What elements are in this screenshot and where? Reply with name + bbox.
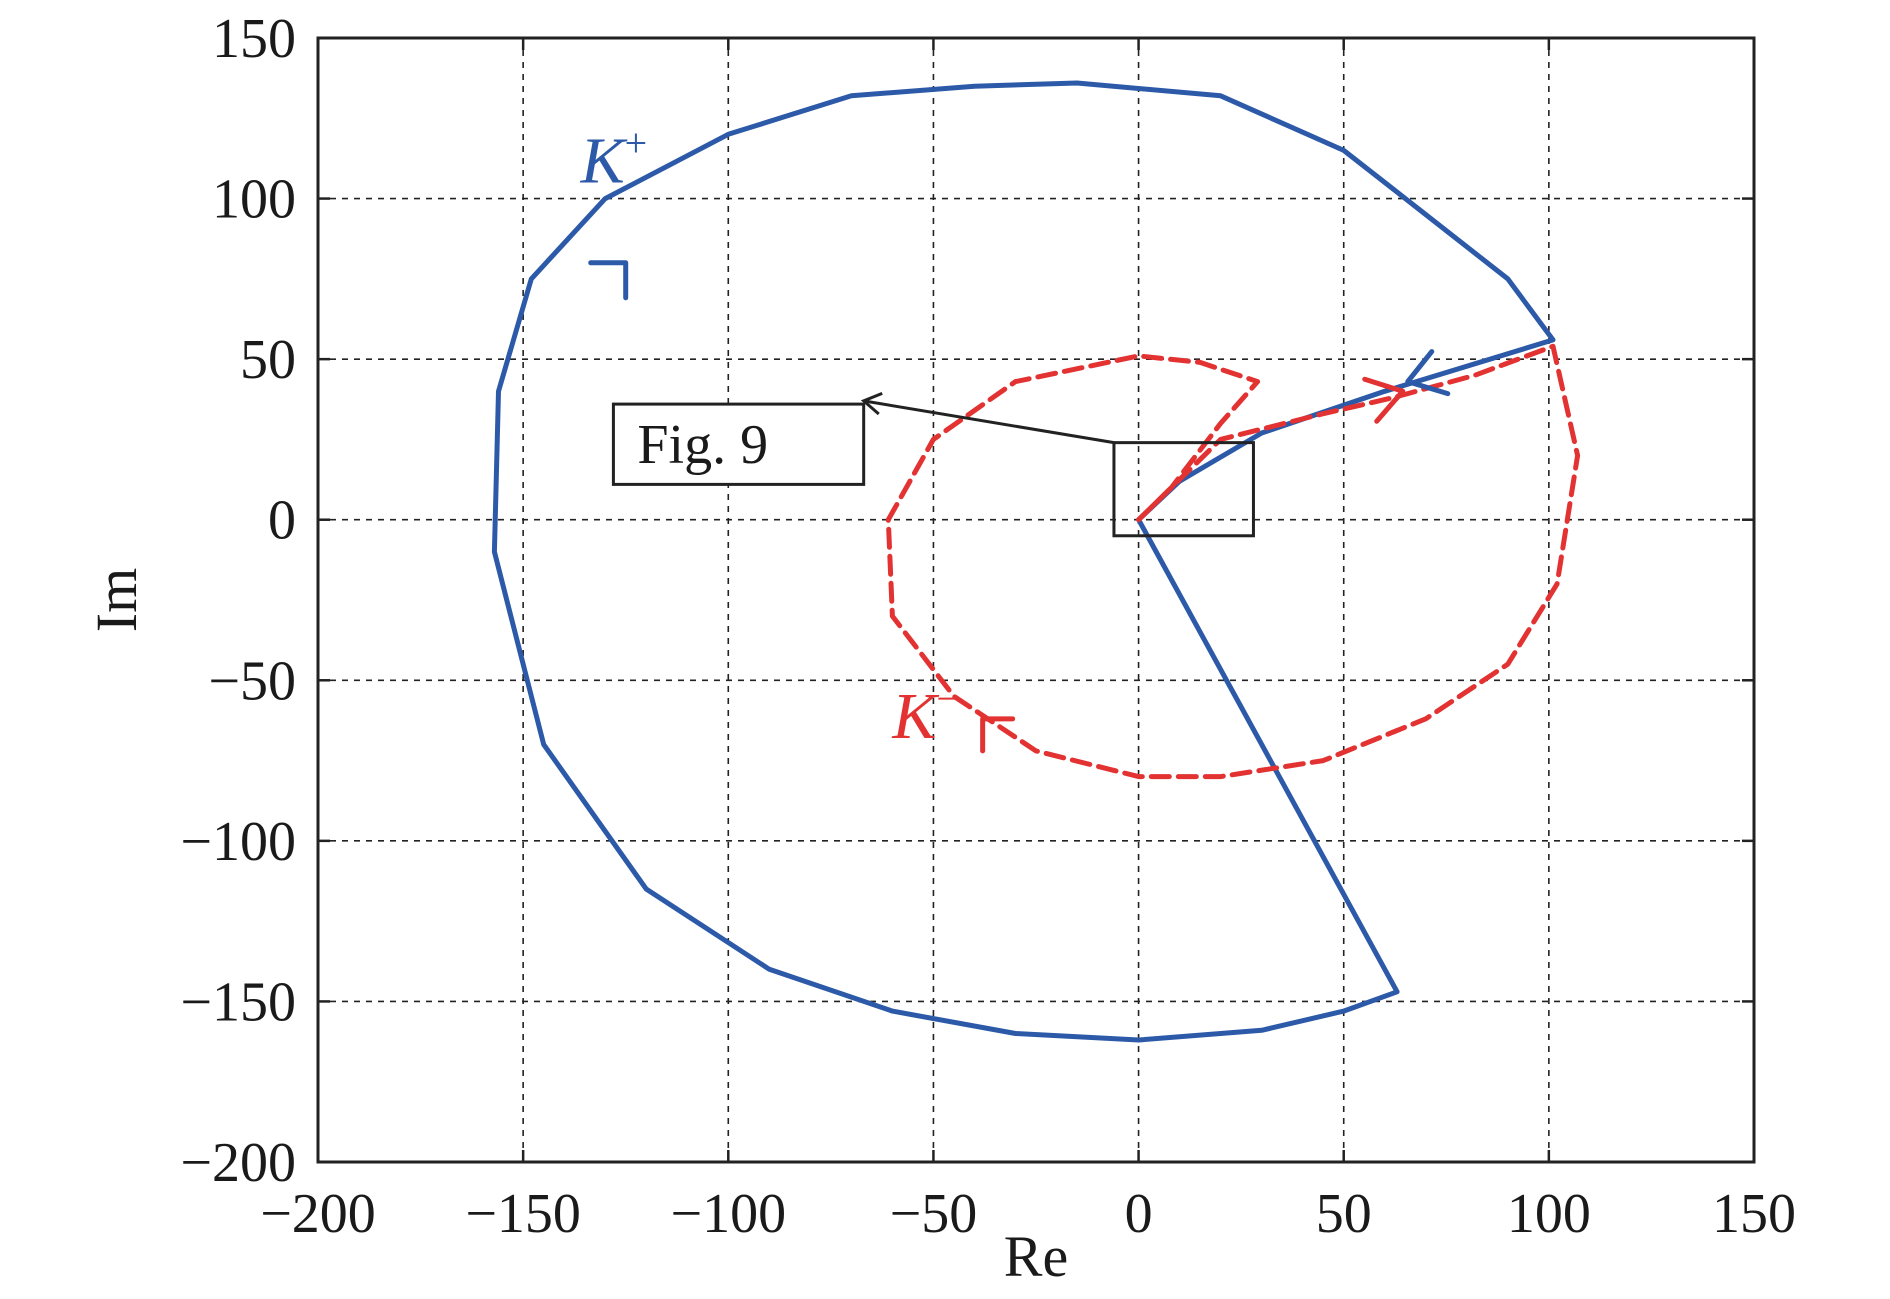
callout-label: Fig. 9 bbox=[637, 414, 768, 476]
callout-box bbox=[611, 402, 866, 486]
y-tick-label: 0 bbox=[268, 490, 296, 552]
callout-arrow-head-icon bbox=[860, 391, 883, 416]
x-tick-label: −200 bbox=[260, 1183, 376, 1245]
x-tick-label: 50 bbox=[1316, 1183, 1372, 1245]
series-label: K+ bbox=[580, 121, 648, 198]
x-tick-label: 100 bbox=[1507, 1183, 1591, 1245]
y-tick-label: −100 bbox=[180, 811, 296, 873]
x-axis-label: Re bbox=[1004, 1224, 1068, 1289]
zoom-region-box bbox=[1112, 441, 1255, 538]
y-tick-label: −200 bbox=[180, 1132, 296, 1194]
y-axis-label: Im bbox=[84, 568, 149, 632]
x-tick-label: 150 bbox=[1712, 1183, 1796, 1245]
y-tick-label: 100 bbox=[212, 169, 296, 231]
y-tick-label: −50 bbox=[208, 650, 296, 712]
grid-lines bbox=[318, 38, 1754, 1162]
tick-labels: −200 −150 −100 −50 0 50 100 150 −200 −150 −100 −50 0… bbox=[180, 8, 1796, 1245]
direction-arrow-icon bbox=[980, 716, 1016, 754]
series-layer bbox=[491, 80, 1581, 1043]
series-label: K− bbox=[891, 676, 959, 753]
direction-arrow-icon bbox=[588, 260, 629, 301]
plot-frame bbox=[316, 36, 1756, 1164]
x-tick-label: −100 bbox=[670, 1183, 786, 1245]
y-tick-label: 150 bbox=[212, 8, 296, 70]
direction-arrow-icon bbox=[1405, 349, 1451, 397]
callout-arrow-line bbox=[863, 399, 1115, 445]
x-tick-label: −150 bbox=[465, 1183, 581, 1245]
direction-arrow-icon bbox=[1362, 376, 1406, 424]
y-tick-label: 50 bbox=[240, 329, 296, 391]
x-tick-label: 0 bbox=[1125, 1183, 1153, 1245]
series-line-k-plus bbox=[491, 80, 1556, 1043]
y-tick-label: −150 bbox=[180, 971, 296, 1033]
series-line-k-minus bbox=[885, 343, 1581, 780]
x-tick-label: −50 bbox=[890, 1183, 978, 1245]
annotation-layer: K+ K− Fig. 9 bbox=[580, 121, 1451, 754]
